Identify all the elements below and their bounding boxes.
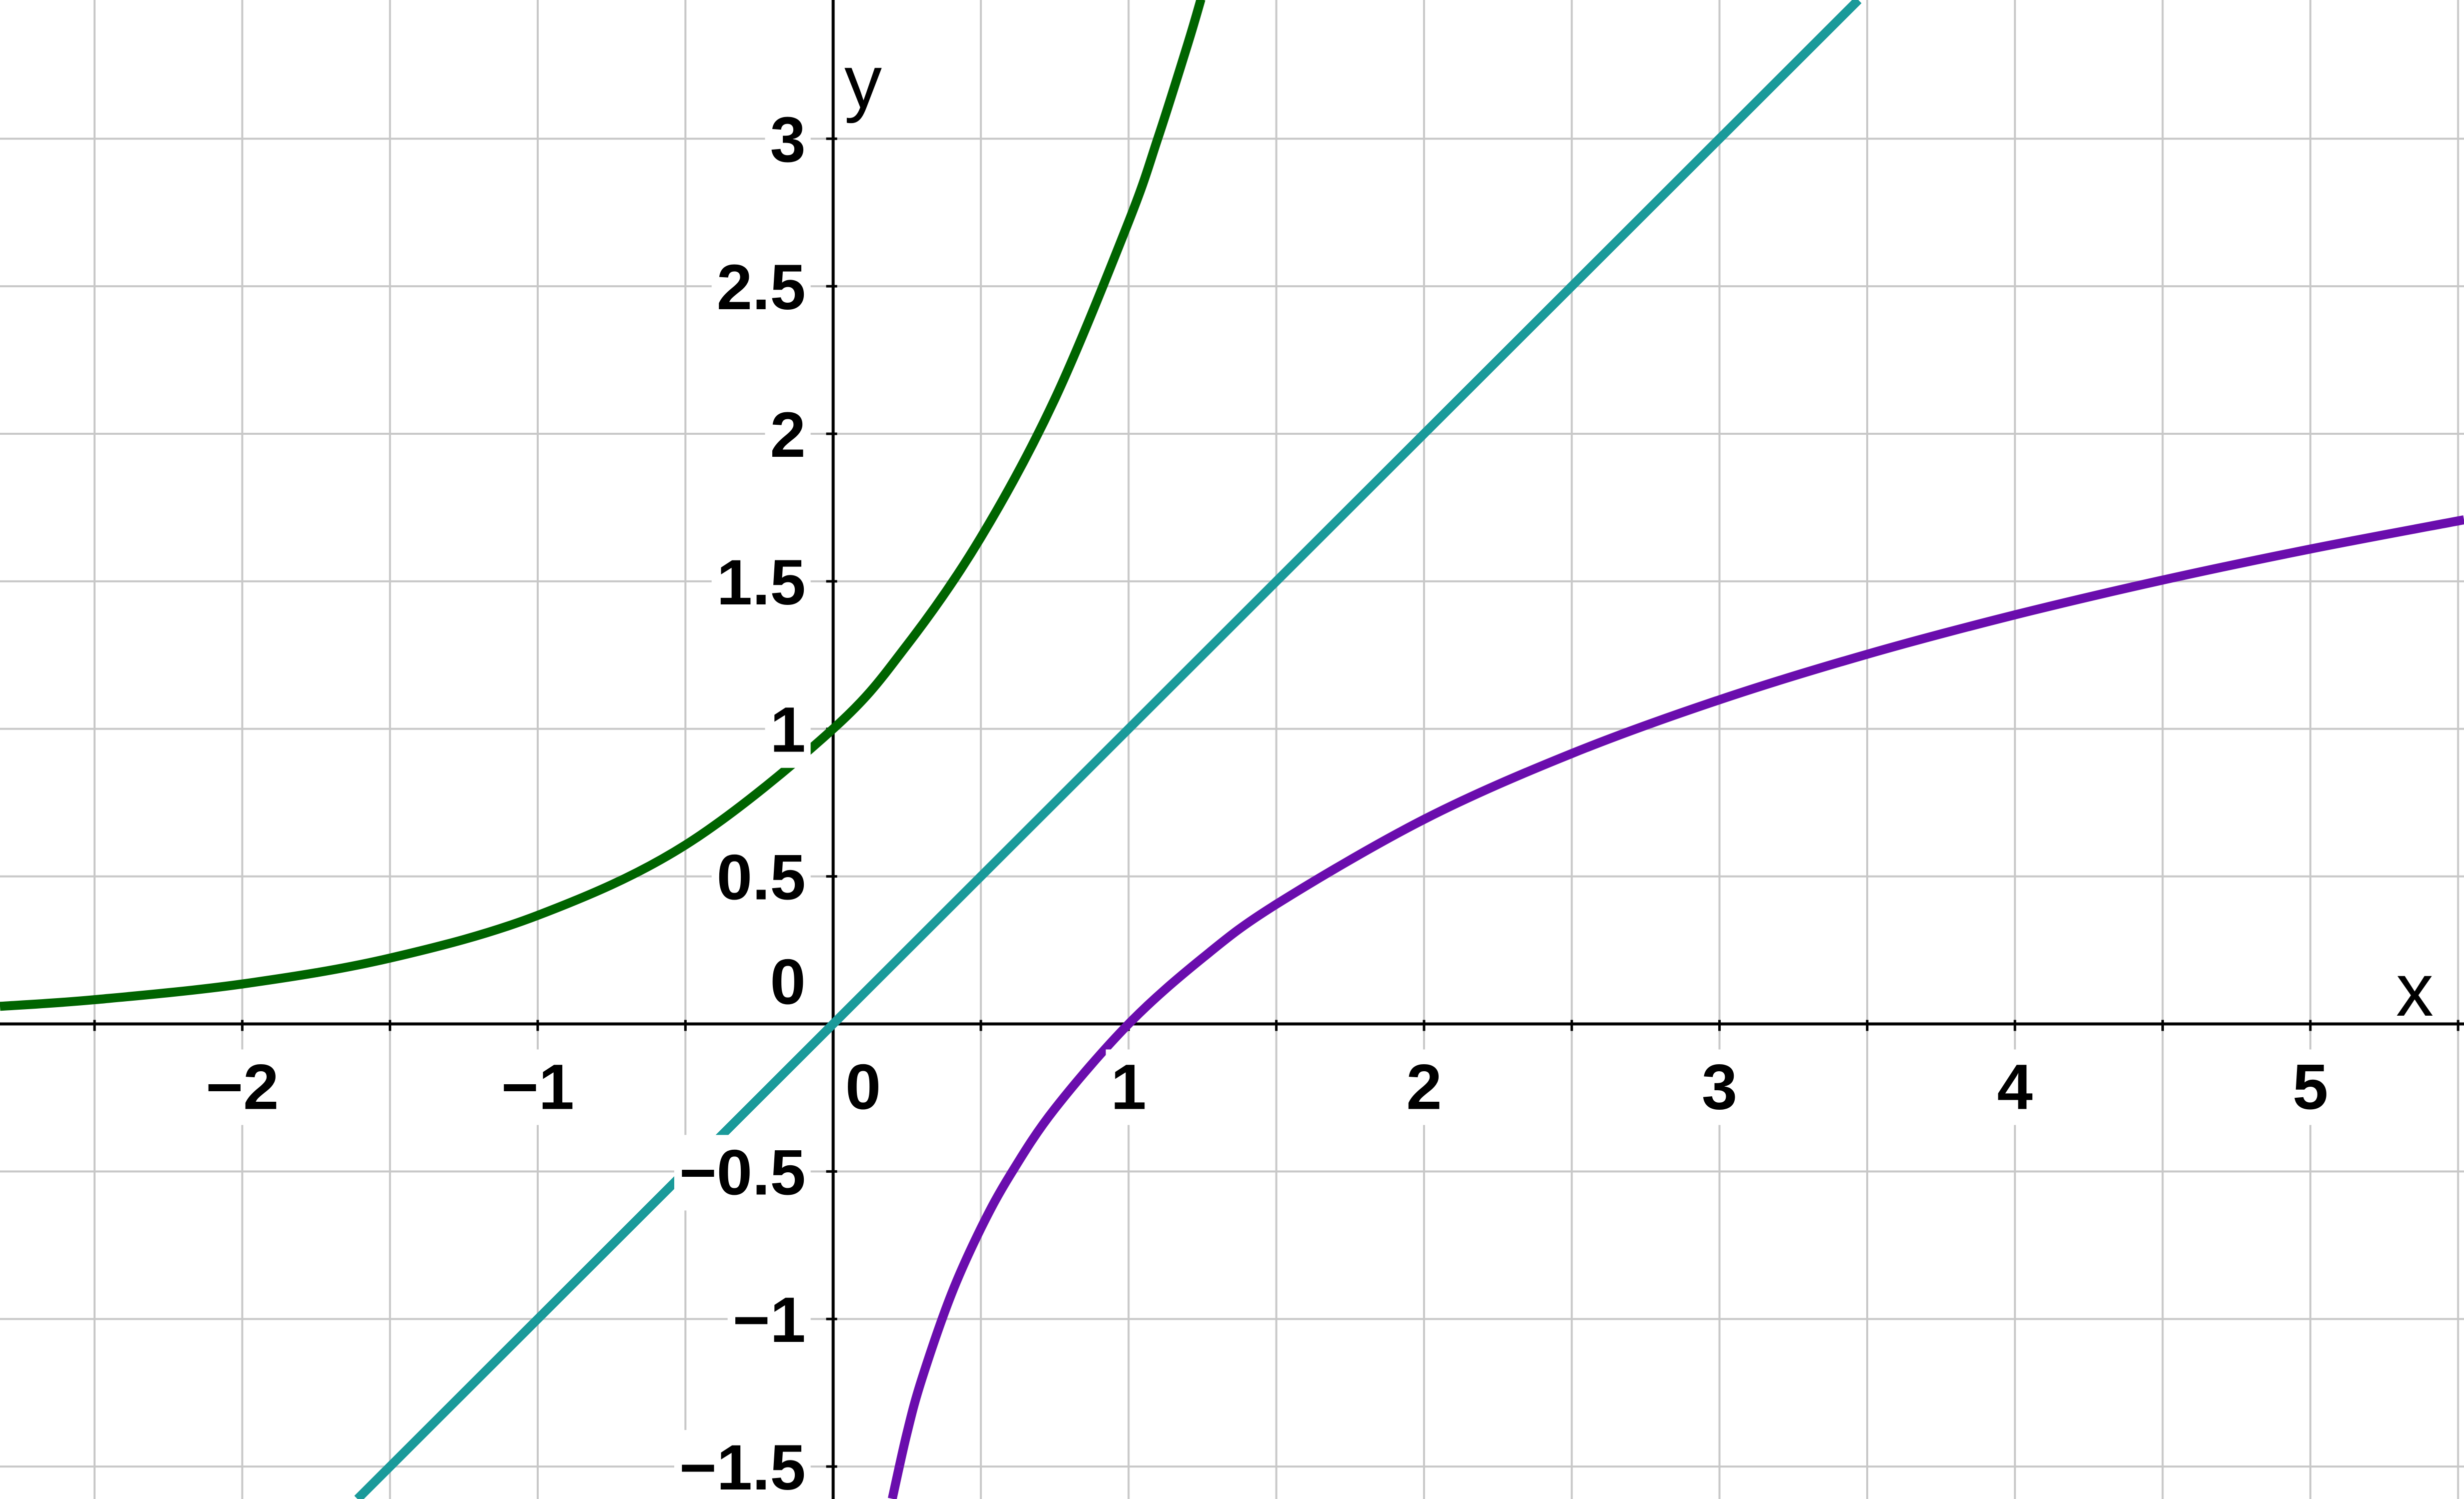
x-axis-label: x bbox=[2396, 948, 2433, 1032]
y-tick-label: −1 bbox=[733, 1284, 806, 1356]
tick-label-background bbox=[711, 840, 811, 916]
x-tick-label: 4 bbox=[1997, 1051, 2033, 1123]
tick-label-background bbox=[711, 250, 811, 326]
tick-label-background bbox=[674, 1135, 811, 1211]
tick-label-background bbox=[1696, 1049, 1743, 1125]
tick-label-background bbox=[840, 1049, 886, 1125]
tick-label-background bbox=[496, 1049, 579, 1125]
tick-label-background bbox=[765, 944, 811, 1020]
tick-label-background bbox=[765, 397, 811, 473]
tick-label-background bbox=[674, 1430, 811, 1499]
y-tick-label: 1.5 bbox=[717, 547, 806, 618]
y-tick-label: 3 bbox=[770, 104, 805, 176]
x-tick-label: 3 bbox=[1702, 1051, 1737, 1123]
tick-labels: −2 −1 0 1 2 3 4 5 −1.5 −1 −0.5 0 0.5 1 1.5 2 2.5 3 bbox=[201, 102, 2333, 1499]
x-tick-label: 1 bbox=[1111, 1051, 1146, 1123]
tick-label-background bbox=[1105, 1049, 1151, 1125]
y-tick-label: −0.5 bbox=[679, 1137, 806, 1208]
series-line-2 bbox=[354, 0, 1862, 1499]
y-tick-label: 0.5 bbox=[717, 842, 806, 914]
tick-label-background bbox=[711, 544, 811, 620]
tick-label-background bbox=[765, 102, 811, 178]
y-axis-label: y bbox=[844, 40, 882, 124]
tick-label-background bbox=[1401, 1049, 1447, 1125]
x-tick-label: −2 bbox=[206, 1051, 279, 1123]
x-tick-label: 5 bbox=[2292, 1051, 2328, 1123]
series-line-3 bbox=[888, 515, 2464, 1499]
tick-label-background bbox=[765, 692, 811, 768]
x-tick-label: 2 bbox=[1406, 1051, 1442, 1123]
tick-label-background bbox=[2287, 1049, 2333, 1125]
y-tick-label: 2 bbox=[770, 399, 805, 471]
tick-label-background bbox=[1992, 1049, 2038, 1125]
series-line-1 bbox=[0, 0, 1205, 1011]
tick-label-background bbox=[727, 1282, 811, 1358]
tick-label-background bbox=[201, 1049, 284, 1125]
x-tick-label: −1 bbox=[501, 1051, 574, 1123]
x-tick-label: 0 bbox=[845, 1051, 881, 1123]
y-tick-label: −1.5 bbox=[679, 1432, 806, 1499]
y-tick-label: 2.5 bbox=[717, 252, 806, 323]
y-tick-label: 0 bbox=[770, 946, 805, 1018]
y-tick-label: 1 bbox=[770, 694, 805, 766]
